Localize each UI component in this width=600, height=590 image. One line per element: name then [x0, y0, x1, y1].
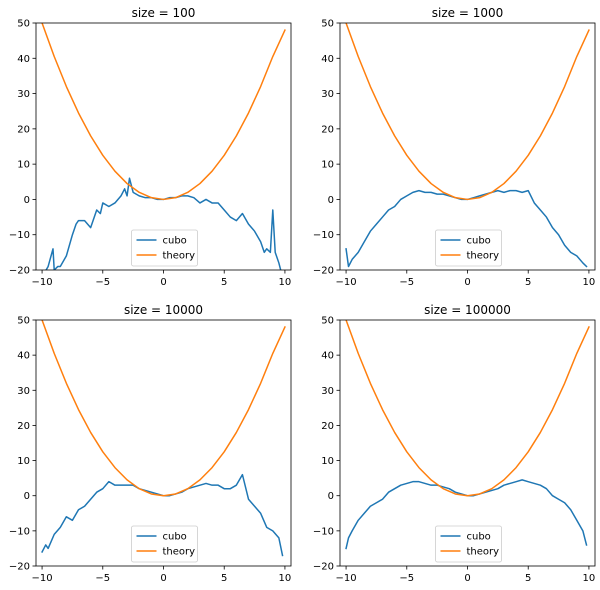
x-tick-label: 0	[464, 573, 470, 584]
x-tick-label: 5	[221, 277, 227, 288]
y-tick-label: 40	[321, 54, 334, 65]
y-tick-label: 10	[17, 160, 30, 171]
series-line-theory	[345, 23, 590, 201]
series-group	[345, 320, 590, 550]
y-tick-label: −20	[313, 266, 334, 277]
y-tick-label: 20	[17, 124, 30, 135]
x-tick-label: 0	[160, 573, 166, 584]
y-tick-label: 40	[321, 351, 334, 362]
y-tick-label: 30	[321, 89, 334, 100]
series-line-theory	[41, 23, 286, 201]
y-tick-label: 30	[321, 386, 334, 397]
legend-label: theory	[163, 547, 196, 558]
series-group	[41, 23, 286, 270]
y-tick-label: 40	[17, 351, 30, 362]
y-tick-label: 0	[24, 195, 30, 206]
x-tick-label: 5	[525, 277, 531, 288]
x-tick-label: 0	[160, 277, 166, 288]
series-group	[41, 320, 286, 557]
x-tick-label: −5	[399, 277, 414, 288]
y-tick-label: 50	[321, 316, 334, 327]
y-tick-label: −10	[313, 526, 334, 537]
y-tick-label: −10	[9, 526, 30, 537]
legend: cubo theory	[435, 525, 502, 563]
legend-label: cubo	[467, 532, 491, 543]
y-tick-label: 30	[17, 89, 30, 100]
y-tick-label: −10	[313, 230, 334, 241]
x-tick-label: 5	[525, 573, 531, 584]
legend-label: theory	[163, 251, 196, 262]
legend: cubo theory	[131, 229, 198, 267]
subplot-title: size = 10000	[124, 303, 203, 317]
x-tick-label: −10	[336, 573, 357, 584]
subplot-title: size = 100	[132, 6, 196, 20]
x-tick-label: 10	[583, 573, 596, 584]
x-tick-label: 10	[279, 573, 292, 584]
series-group	[345, 23, 590, 268]
x-tick-label: 5	[221, 573, 227, 584]
y-tick-label: 20	[17, 421, 30, 432]
legend-label: cubo	[163, 236, 187, 247]
y-tick-label: 0	[328, 491, 334, 502]
legend: cubo theory	[131, 525, 198, 563]
y-tick-label: −20	[9, 266, 30, 277]
y-tick-label: 40	[17, 54, 30, 65]
legend-box	[435, 229, 502, 267]
legend-box	[131, 525, 198, 563]
legend-label: cubo	[467, 236, 491, 247]
y-tick-label: 20	[321, 124, 334, 135]
x-tick-label: 10	[583, 277, 596, 288]
y-tick-label: 0	[24, 491, 30, 502]
x-tick-label: −10	[336, 277, 357, 288]
x-tick-label: −5	[95, 573, 110, 584]
legend-label: cubo	[163, 532, 187, 543]
y-tick-label: 10	[321, 160, 334, 171]
legend-label: theory	[467, 547, 500, 558]
x-tick-label: −10	[32, 573, 53, 584]
y-tick-label: 50	[17, 316, 30, 327]
series-line-theory	[345, 320, 590, 497]
x-tick-label: −5	[399, 573, 414, 584]
x-tick-label: 0	[464, 277, 470, 288]
y-tick-label: 20	[321, 421, 334, 432]
x-tick-label: −10	[32, 277, 53, 288]
x-tick-label: 10	[279, 277, 292, 288]
y-tick-label: 10	[17, 456, 30, 467]
subplot-title: size = 1000	[432, 6, 504, 20]
series-line-theory	[41, 320, 286, 497]
y-tick-label: 30	[17, 386, 30, 397]
legend-box	[131, 229, 198, 267]
y-tick-label: −20	[313, 562, 334, 573]
subplot-title: size = 100000	[424, 303, 511, 317]
legend: cubo theory	[435, 229, 502, 267]
y-tick-label: −20	[9, 562, 30, 573]
y-tick-label: 10	[321, 456, 334, 467]
y-tick-label: 50	[17, 19, 30, 30]
y-tick-label: 50	[321, 19, 334, 30]
x-tick-label: −5	[95, 277, 110, 288]
legend-box	[435, 525, 502, 563]
legend-label: theory	[467, 251, 500, 262]
y-tick-label: −10	[9, 230, 30, 241]
y-tick-label: 0	[328, 195, 334, 206]
